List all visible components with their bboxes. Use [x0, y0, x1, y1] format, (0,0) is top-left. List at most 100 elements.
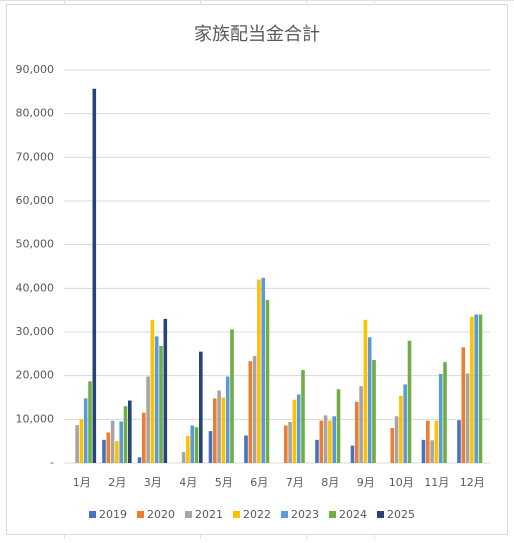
bar — [181, 452, 186, 463]
bar — [128, 400, 132, 463]
bar — [350, 445, 355, 463]
bar — [461, 347, 466, 463]
bar — [434, 420, 439, 463]
bar — [323, 415, 328, 463]
bar — [106, 432, 111, 463]
bar — [137, 457, 142, 463]
bar — [363, 319, 368, 463]
bar — [110, 420, 115, 463]
bar — [399, 395, 403, 463]
bar — [292, 399, 297, 463]
bar — [213, 398, 217, 463]
bar — [142, 412, 146, 463]
bar — [208, 431, 213, 463]
x-tick-label: 6月 — [250, 476, 268, 489]
bar — [252, 356, 257, 463]
x-tick-label: 11月 — [424, 476, 449, 489]
bar — [296, 394, 301, 463]
y-tick-label: 60,000 — [16, 194, 55, 207]
x-tick-label: 4月 — [179, 476, 197, 489]
x-tick-label: 5月 — [215, 476, 233, 489]
bar — [443, 362, 447, 463]
bar — [372, 359, 376, 463]
legend-swatch — [89, 511, 96, 518]
legend-swatch — [185, 511, 192, 518]
x-tick-label: 8月 — [321, 476, 339, 489]
bar — [119, 421, 123, 463]
bar — [92, 88, 97, 463]
bar — [301, 369, 305, 463]
bar — [225, 376, 230, 463]
bar — [367, 337, 372, 463]
bar — [470, 316, 474, 463]
legend-label: 2025 — [387, 508, 415, 521]
bar — [457, 420, 461, 463]
x-tick-label: 12月 — [460, 476, 485, 489]
legend-swatch — [377, 511, 384, 518]
bar — [190, 425, 194, 463]
x-tick-label: 2月 — [108, 476, 126, 489]
y-tick-label: 10,000 — [16, 412, 55, 425]
bar — [288, 421, 292, 463]
bar — [261, 277, 265, 463]
x-tick-label: 3月 — [144, 476, 162, 489]
y-tick-label: - — [50, 456, 54, 469]
bar — [474, 314, 478, 463]
x-tick-label: 9月 — [357, 476, 375, 489]
legend-swatch — [233, 511, 240, 518]
bar — [257, 279, 261, 463]
legend-swatch — [137, 511, 144, 518]
x-tick-label: 7月 — [286, 476, 304, 489]
bar — [150, 319, 155, 463]
bar — [359, 386, 363, 463]
bar — [115, 441, 119, 463]
y-tick-label: 70,000 — [16, 150, 55, 163]
bar — [230, 329, 234, 463]
bar — [426, 420, 430, 463]
legend-swatch — [329, 511, 336, 518]
legend-label: 2024 — [339, 508, 367, 521]
bar — [79, 419, 84, 463]
bar — [265, 300, 270, 463]
y-tick-label: 40,000 — [16, 281, 55, 294]
legend-label: 2019 — [99, 508, 127, 521]
y-tick-label: 90,000 — [16, 63, 55, 76]
bar — [186, 435, 190, 463]
bar — [244, 435, 248, 463]
bar — [394, 416, 399, 463]
bar — [336, 389, 341, 463]
y-tick-label: 80,000 — [16, 107, 55, 120]
legend-label: 2021 — [195, 508, 223, 521]
y-tick-label: 30,000 — [16, 325, 55, 338]
y-tick-label: 20,000 — [16, 369, 55, 382]
bar — [421, 439, 426, 463]
bar — [465, 373, 470, 463]
bar — [355, 401, 359, 463]
bar — [438, 373, 443, 463]
bar — [403, 384, 407, 463]
bar — [478, 314, 483, 463]
bar — [332, 416, 336, 463]
bar — [146, 376, 150, 463]
bar — [159, 345, 163, 463]
bar — [75, 425, 79, 463]
bar — [83, 398, 88, 463]
legend-label: 2020 — [147, 508, 175, 521]
y-tick-label: 50,000 — [16, 238, 55, 251]
bar — [217, 390, 221, 463]
x-tick-label: 1月 — [73, 476, 91, 489]
bar — [102, 439, 106, 463]
bar — [154, 336, 159, 463]
bar — [88, 381, 92, 463]
bar — [284, 425, 288, 463]
bar — [194, 427, 199, 463]
bar — [319, 420, 324, 463]
bar — [248, 361, 253, 463]
x-tick-label: 10月 — [389, 476, 414, 489]
legend-swatch — [281, 511, 288, 518]
chart-title: 家族配当金合計 — [194, 24, 320, 45]
bar — [430, 440, 434, 463]
bar — [315, 439, 319, 463]
legend-label: 2022 — [243, 508, 271, 521]
